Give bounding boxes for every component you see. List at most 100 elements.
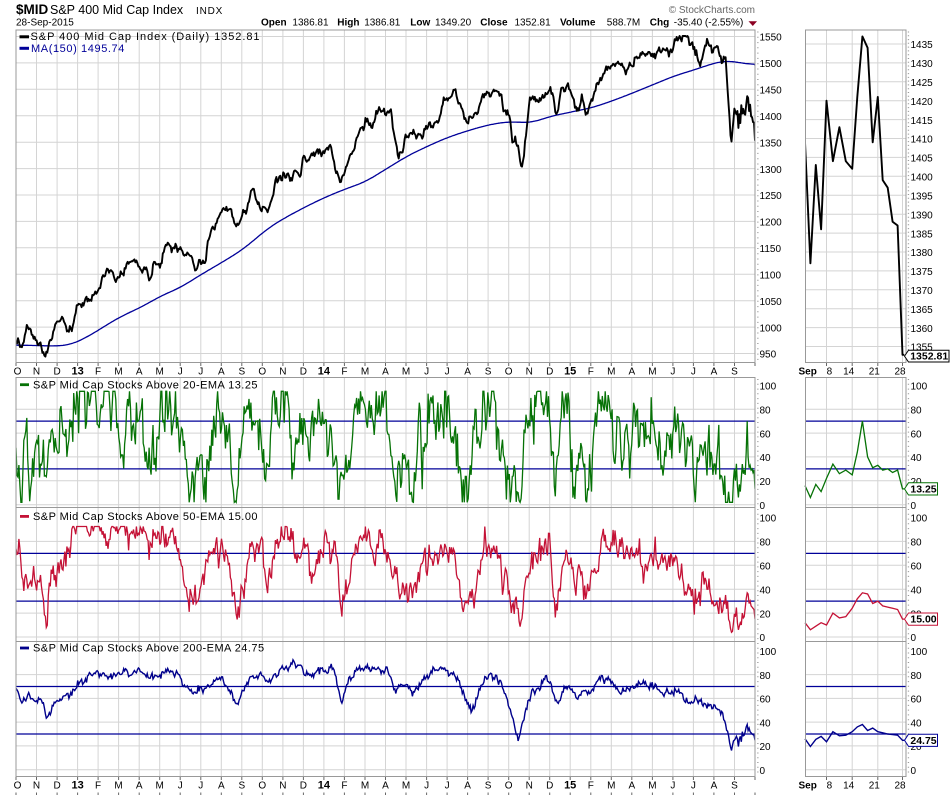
svg-text:F: F bbox=[95, 781, 101, 792]
svg-text:100: 100 bbox=[911, 514, 928, 525]
svg-text:1450: 1450 bbox=[760, 86, 783, 97]
svg-text:M: M bbox=[114, 781, 122, 792]
svg-text:M: M bbox=[402, 781, 410, 792]
svg-text:A: A bbox=[382, 367, 389, 378]
svg-text:$MID: $MID bbox=[16, 2, 49, 17]
svg-text:M: M bbox=[402, 367, 410, 378]
svg-text:20: 20 bbox=[760, 742, 772, 753]
svg-text:60: 60 bbox=[760, 562, 772, 573]
svg-text:MA(150) 1495.74: MA(150) 1495.74 bbox=[31, 43, 125, 55]
svg-text:588.7M: 588.7M bbox=[607, 18, 640, 29]
svg-text:100: 100 bbox=[911, 382, 928, 393]
svg-text:20: 20 bbox=[911, 742, 923, 753]
svg-text:8: 8 bbox=[827, 781, 833, 792]
svg-text:S: S bbox=[238, 367, 245, 378]
svg-text:D: D bbox=[546, 367, 553, 378]
svg-text:J: J bbox=[198, 781, 203, 792]
svg-text:0: 0 bbox=[760, 501, 766, 512]
svg-text:100: 100 bbox=[911, 647, 928, 658]
svg-text:A: A bbox=[136, 781, 143, 792]
svg-text:100: 100 bbox=[760, 514, 777, 525]
svg-text:1395: 1395 bbox=[911, 192, 934, 203]
svg-text:13: 13 bbox=[71, 780, 83, 792]
svg-text:M: M bbox=[607, 781, 615, 792]
svg-text:M: M bbox=[156, 781, 164, 792]
svg-text:28-Sep-2015: 28-Sep-2015 bbox=[16, 18, 74, 29]
svg-text:S&P 400 Mid Cap Index (Daily): S&P 400 Mid Cap Index (Daily) 1352.81 bbox=[31, 31, 261, 43]
svg-text:M: M bbox=[156, 367, 164, 378]
svg-text:1390: 1390 bbox=[911, 210, 934, 221]
svg-text:D: D bbox=[300, 781, 307, 792]
svg-text:15: 15 bbox=[564, 366, 576, 378]
svg-text:A: A bbox=[628, 367, 635, 378]
svg-text:A: A bbox=[711, 781, 718, 792]
svg-text:100: 100 bbox=[760, 382, 777, 393]
svg-text:14: 14 bbox=[318, 780, 331, 792]
svg-text:40: 40 bbox=[760, 585, 772, 596]
svg-text:S: S bbox=[485, 781, 492, 792]
svg-text:14: 14 bbox=[843, 781, 855, 792]
svg-text:N: N bbox=[33, 781, 40, 792]
svg-text:1500: 1500 bbox=[760, 59, 783, 70]
svg-text:1385: 1385 bbox=[911, 229, 934, 240]
svg-text:0: 0 bbox=[760, 633, 766, 644]
svg-text:J: J bbox=[445, 781, 450, 792]
svg-text:1350: 1350 bbox=[760, 138, 783, 149]
svg-text:S: S bbox=[731, 367, 738, 378]
svg-text:1550: 1550 bbox=[760, 33, 783, 44]
svg-text:1420: 1420 bbox=[911, 97, 934, 108]
svg-text:J: J bbox=[670, 781, 675, 792]
svg-text:A: A bbox=[382, 781, 389, 792]
svg-text:S&P Mid Cap Stocks Above 50-EM: S&P Mid Cap Stocks Above 50-EMA 15.00 bbox=[33, 511, 258, 523]
svg-text:N: N bbox=[33, 367, 40, 378]
svg-text:1150: 1150 bbox=[760, 244, 782, 255]
svg-text:O: O bbox=[505, 781, 513, 792]
svg-text:40: 40 bbox=[911, 585, 923, 596]
svg-text:40: 40 bbox=[911, 718, 923, 729]
svg-text:1100: 1100 bbox=[760, 270, 782, 281]
svg-text:1435: 1435 bbox=[911, 40, 934, 51]
svg-text:D: D bbox=[546, 781, 553, 792]
svg-text:13: 13 bbox=[71, 366, 83, 378]
svg-text:60: 60 bbox=[760, 429, 772, 440]
svg-text:1375: 1375 bbox=[911, 267, 934, 278]
svg-text:15.00: 15.00 bbox=[910, 614, 936, 626]
svg-text:M: M bbox=[361, 367, 369, 378]
svg-text:Chg: Chg bbox=[650, 18, 669, 29]
svg-text:O: O bbox=[14, 367, 22, 378]
svg-text:Low: Low bbox=[410, 18, 430, 29]
svg-text:24.75: 24.75 bbox=[910, 735, 936, 747]
svg-text:A: A bbox=[628, 781, 635, 792]
svg-text:80: 80 bbox=[911, 405, 923, 416]
svg-text:1410: 1410 bbox=[911, 135, 934, 146]
svg-text:0: 0 bbox=[911, 633, 917, 644]
svg-text:O: O bbox=[505, 367, 513, 378]
svg-text:O: O bbox=[258, 367, 266, 378]
svg-text:S&P Mid Cap Stocks Above 200-E: S&P Mid Cap Stocks Above 200-EMA 24.75 bbox=[33, 643, 265, 655]
svg-text:S&P 400 Mid Cap Index: S&P 400 Mid Cap Index bbox=[50, 3, 184, 17]
svg-text:J: J bbox=[670, 367, 675, 378]
svg-text:Sep: Sep bbox=[799, 781, 817, 792]
svg-text:60: 60 bbox=[911, 562, 923, 573]
svg-text:14: 14 bbox=[843, 367, 855, 378]
svg-text:J: J bbox=[178, 367, 183, 378]
svg-text:40: 40 bbox=[760, 718, 772, 729]
svg-text:80: 80 bbox=[760, 405, 772, 416]
svg-text:J: J bbox=[424, 781, 429, 792]
svg-text:S: S bbox=[485, 367, 492, 378]
svg-text:1370: 1370 bbox=[911, 286, 934, 297]
svg-text:13.25: 13.25 bbox=[910, 484, 936, 496]
svg-text:A: A bbox=[464, 367, 471, 378]
svg-text:60: 60 bbox=[760, 695, 772, 706]
svg-text:F: F bbox=[588, 367, 594, 378]
svg-text:1386.81: 1386.81 bbox=[292, 18, 329, 29]
svg-text:1349.20: 1349.20 bbox=[435, 18, 472, 29]
svg-text:S: S bbox=[731, 781, 738, 792]
svg-text:20: 20 bbox=[760, 609, 772, 620]
svg-text:1355: 1355 bbox=[911, 343, 934, 354]
svg-text:1050: 1050 bbox=[760, 297, 783, 308]
svg-text:O: O bbox=[14, 781, 22, 792]
svg-text:J: J bbox=[691, 367, 696, 378]
svg-text:950: 950 bbox=[760, 350, 777, 361]
svg-text:14: 14 bbox=[318, 366, 331, 378]
